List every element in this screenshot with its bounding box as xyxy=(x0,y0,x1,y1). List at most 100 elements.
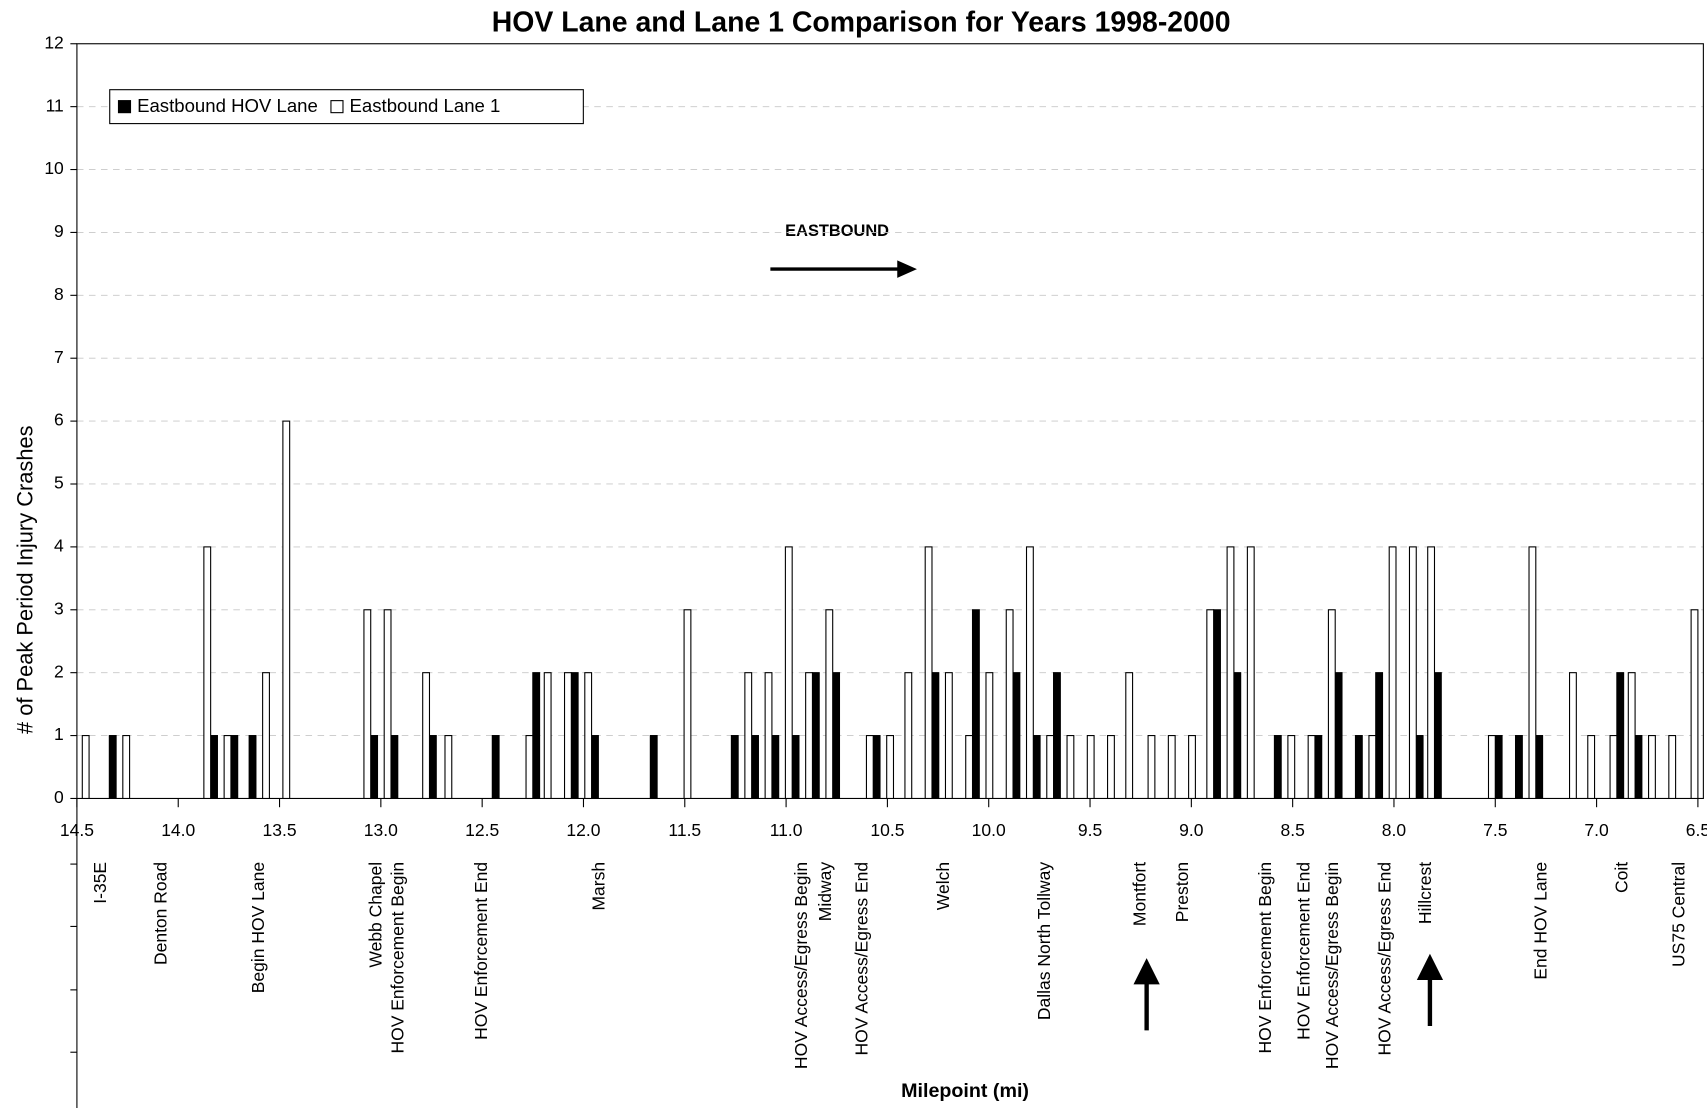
bar xyxy=(1086,735,1095,800)
bar xyxy=(1107,735,1115,800)
bar xyxy=(1314,735,1323,800)
y-tick-label: 10 xyxy=(44,158,64,178)
bar xyxy=(764,672,773,800)
landmark-label: HOV Access/Egress End xyxy=(1374,862,1394,1056)
bar xyxy=(1690,609,1699,800)
bar xyxy=(971,609,980,800)
landmark-label: End HOV Lane xyxy=(1531,862,1551,980)
landmark-label: Preston xyxy=(1172,862,1192,922)
legend-swatch xyxy=(117,100,132,114)
bar xyxy=(1388,546,1397,800)
bar xyxy=(1648,735,1656,800)
bar xyxy=(422,672,431,800)
bar xyxy=(1334,672,1343,800)
bar xyxy=(1668,735,1677,800)
landmark-label: HOV Enforcement End xyxy=(471,862,491,1040)
legend: Eastbound HOV Lane Eastbound Lane 1 xyxy=(109,89,584,125)
x-tick-label: 10.0 xyxy=(972,820,1006,840)
landmark-label: HOV Access/Egress Begin xyxy=(1322,862,1342,1069)
y-tick-label: 1 xyxy=(54,724,64,744)
landmark-arrowhead xyxy=(1133,958,1160,985)
bar xyxy=(1609,735,1618,800)
bar xyxy=(223,735,232,800)
bar xyxy=(1354,735,1363,800)
bar xyxy=(683,609,692,800)
landmark-label: Welch xyxy=(933,862,953,910)
bar xyxy=(1125,672,1134,800)
direction-arrowhead xyxy=(897,260,917,278)
legend-label: Eastbound HOV Lane xyxy=(137,95,318,116)
bar xyxy=(1147,735,1156,800)
landmark-label: Hillcrest xyxy=(1415,862,1435,924)
bar xyxy=(1375,672,1384,800)
landmark-label: Marsh xyxy=(588,862,608,911)
bar xyxy=(791,735,800,800)
bar xyxy=(1494,735,1503,800)
bar xyxy=(428,735,437,800)
bar xyxy=(1627,672,1636,800)
bar xyxy=(570,672,579,800)
landmark-label: Begin HOV Lane xyxy=(248,862,268,993)
landmark-label: HOV Enforcement End xyxy=(1293,862,1313,1040)
y-tick-label: 0 xyxy=(54,787,64,807)
bar xyxy=(203,546,212,800)
bar xyxy=(811,672,820,800)
landmark-label: Dallas North Tollway xyxy=(1034,862,1054,1020)
bar xyxy=(1487,735,1496,800)
bar xyxy=(1514,735,1523,800)
x-tick-label: 9.0 xyxy=(1179,820,1204,840)
bar xyxy=(1368,735,1377,800)
bar xyxy=(1233,672,1242,800)
bar xyxy=(805,672,813,800)
bar xyxy=(122,735,131,800)
landmark-label: HOV Enforcement Begin xyxy=(388,862,408,1054)
bar xyxy=(1415,735,1424,800)
landmark-label: US75 Central xyxy=(1668,862,1688,967)
y-tick-label: 4 xyxy=(54,536,64,556)
x-tick-label: 13.5 xyxy=(263,820,297,840)
bar xyxy=(904,672,913,800)
bar xyxy=(965,735,974,800)
bar xyxy=(924,546,933,800)
bar xyxy=(1273,735,1282,800)
bar xyxy=(363,609,372,800)
x-tick-label: 7.5 xyxy=(1483,820,1507,840)
bar xyxy=(444,735,453,800)
bar xyxy=(81,735,90,800)
bar xyxy=(1327,609,1336,800)
bar xyxy=(1005,609,1014,800)
bar xyxy=(1012,672,1021,800)
bar xyxy=(543,672,552,800)
bar xyxy=(1167,735,1176,800)
y-axis-label: # of Peak Period Injury Crashes xyxy=(12,425,37,734)
x-tick-label: 12.5 xyxy=(465,820,499,840)
bar xyxy=(1427,546,1436,800)
bar xyxy=(931,672,940,800)
bar xyxy=(390,735,399,800)
x-axis-label: Milepoint (mi) xyxy=(901,1080,1029,1102)
bar xyxy=(1025,546,1034,800)
x-tick-label: 13.0 xyxy=(364,820,398,840)
bar xyxy=(1246,546,1255,800)
bar xyxy=(649,735,658,800)
bar xyxy=(1634,735,1643,800)
landmark-label: Midway xyxy=(815,862,835,922)
bar xyxy=(1213,609,1221,800)
bar xyxy=(1032,735,1041,800)
landmark-label: Webb Chapel xyxy=(365,862,385,968)
bar xyxy=(262,672,270,800)
bar xyxy=(591,735,599,800)
landmark-label: HOV Access/Egress Begin xyxy=(791,862,811,1069)
bar xyxy=(491,735,500,800)
bar xyxy=(985,672,994,800)
landmark-label: HOV Access/Egress End xyxy=(852,862,872,1056)
legend-label: Eastbound Lane 1 xyxy=(350,95,501,116)
bar xyxy=(1568,672,1577,800)
bar xyxy=(784,546,793,800)
x-tick-label: 12.0 xyxy=(566,820,600,840)
bar xyxy=(248,735,257,800)
landmark-label: Denton Road xyxy=(151,862,171,965)
landmark-label: Montfort xyxy=(1129,862,1149,926)
